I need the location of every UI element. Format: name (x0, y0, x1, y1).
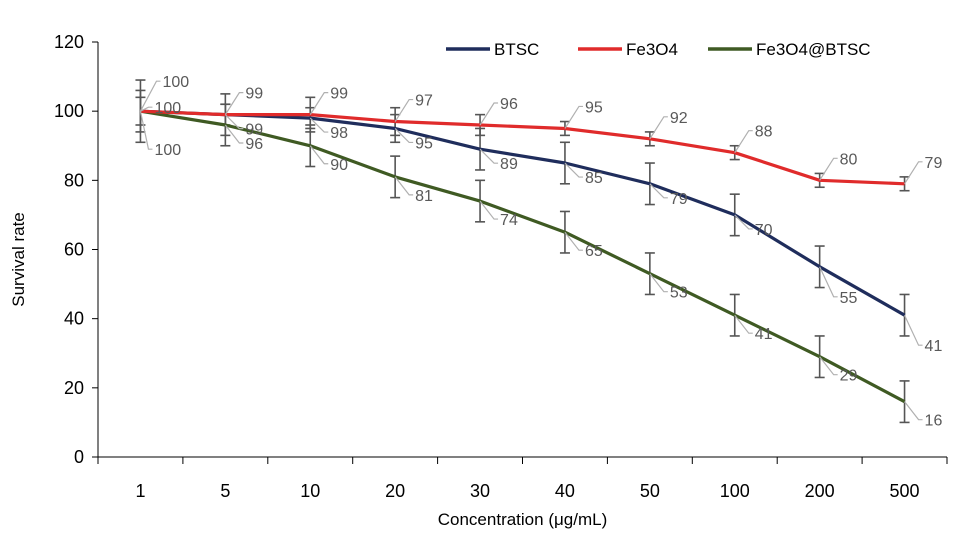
legend: BTSC Fe3O4 Fe3O4@BTSC (446, 40, 871, 59)
data-label-leader (139, 80, 161, 112)
data-label-leader (734, 214, 753, 230)
data-label: 90 (330, 157, 348, 174)
x-axis-title: Concentration (μg/mL) (438, 510, 607, 529)
y-tick-label: 20 (64, 378, 84, 398)
y-axis-title: Survival rate (9, 212, 28, 306)
data-label: 65 (585, 243, 603, 260)
data-label: 92 (670, 110, 688, 127)
data-label-leader (649, 273, 668, 293)
data-label: 74 (500, 212, 518, 229)
data-label-leader (479, 148, 499, 164)
y-tick-label: 60 (64, 240, 84, 260)
legend-label: BTSC (494, 40, 539, 59)
x-tick-label: 10 (300, 481, 320, 501)
data-label: 81 (415, 188, 433, 205)
series-line-fe3o4-btsc (140, 109, 906, 404)
x-tick-label: 100 (720, 481, 750, 501)
y-tick-label: 40 (64, 309, 84, 329)
data-label: 98 (330, 125, 348, 142)
data-label-leader (904, 161, 923, 185)
data-label: 95 (415, 135, 433, 152)
x-tick-label: 40 (555, 481, 575, 501)
x-tick-label: 30 (470, 481, 490, 501)
data-label: 100 (154, 100, 181, 117)
x-tick-label: 50 (640, 481, 660, 501)
data-label-leader (479, 102, 499, 126)
data-label-leader (394, 128, 414, 144)
data-label: 16 (925, 413, 943, 430)
legend-label: Fe3O4@BTSC (756, 40, 871, 59)
data-label-leader (734, 130, 753, 153)
data-label: 55 (840, 290, 858, 307)
x-tick-label: 1 (135, 481, 145, 501)
data-label: 41 (925, 338, 943, 355)
data-label: 85 (585, 170, 603, 187)
data-label-leader (904, 314, 923, 346)
data-label: 79 (925, 155, 943, 172)
data-label-leader (394, 176, 414, 196)
y-tick-label: 100 (54, 101, 84, 121)
data-label: 29 (840, 368, 858, 385)
data-label-leader (819, 266, 838, 298)
data-label-leader (394, 98, 414, 122)
series-line-btsc (140, 109, 906, 317)
y-tick-label: 120 (54, 32, 84, 52)
data-labels: 100 99 98 95 89 85 79 70 55 41 100 99 99 97 96 95 92 88 80… (139, 74, 943, 430)
y-tick-label: 80 (64, 170, 84, 190)
data-label-leader (904, 401, 923, 421)
x-tick-label: 20 (385, 481, 405, 501)
data-label: 95 (585, 99, 603, 116)
data-label: 99 (245, 86, 263, 103)
data-label-leader (564, 231, 583, 251)
data-label: 99 (245, 122, 263, 139)
data-label-leader (819, 157, 838, 181)
series-lines (140, 109, 906, 404)
data-label-leader (224, 114, 244, 130)
data-label: 89 (500, 156, 518, 173)
data-label-leader (140, 106, 153, 112)
data-label-leader (309, 92, 329, 115)
data-label: 80 (840, 151, 858, 168)
data-label: 100 (154, 142, 181, 159)
y-tick-label: 0 (74, 447, 84, 467)
data-label-leader (309, 145, 329, 165)
data-label-leader (564, 105, 583, 129)
data-label-leader (819, 356, 838, 376)
data-label-leader (649, 183, 668, 199)
x-tick-label: 500 (890, 481, 920, 501)
data-label-leader (649, 116, 668, 140)
data-label-leader (309, 117, 329, 133)
data-label-leader (139, 111, 153, 150)
error-bars (135, 79, 910, 424)
data-label: 97 (415, 93, 433, 110)
data-label-leader (479, 200, 499, 220)
data-label: 41 (755, 326, 773, 343)
data-label-leader (224, 92, 244, 115)
data-label: 79 (670, 191, 688, 208)
series-line-fe3o4 (140, 109, 905, 186)
data-label: 70 (755, 222, 773, 239)
x-tick-label: 5 (220, 481, 230, 501)
data-label-leader (564, 162, 583, 178)
legend-label: Fe3O4 (626, 40, 678, 59)
x-tick-label: 200 (805, 481, 835, 501)
data-label: 53 (670, 285, 688, 302)
axes: 0 20 40 60 80 100 120 1 5 10 20 30 40 50 100 200 500 (54, 32, 948, 501)
data-label: 99 (330, 86, 348, 103)
data-label-leader (224, 124, 244, 144)
data-label-leader (734, 314, 753, 334)
data-label: 88 (755, 124, 773, 141)
data-label: 100 (162, 74, 189, 91)
data-label: 96 (245, 136, 263, 153)
data-label: 96 (500, 96, 518, 113)
